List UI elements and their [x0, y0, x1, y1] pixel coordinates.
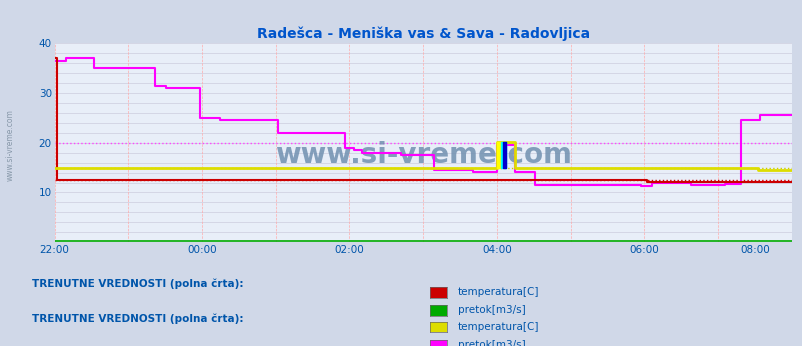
Text: TRENUTNE VREDNOSTI (polna črta):: TRENUTNE VREDNOSTI (polna črta): [32, 313, 243, 324]
Text: pretok[m3/s]: pretok[m3/s] [457, 306, 525, 315]
Title: Radešca - Meniška vas & Sava - Radovljica: Radešca - Meniška vas & Sava - Radovljic… [257, 26, 589, 41]
Text: temperatura[C]: temperatura[C] [457, 322, 538, 332]
Text: pretok[m3/s]: pretok[m3/s] [457, 340, 525, 346]
Text: TRENUTNE VREDNOSTI (polna črta):: TRENUTNE VREDNOSTI (polna črta): [32, 279, 243, 289]
Text: www.si-vreme.com: www.si-vreme.com [274, 141, 571, 169]
Text: temperatura[C]: temperatura[C] [457, 288, 538, 297]
Text: www.si-vreme.com: www.si-vreme.com [6, 109, 15, 181]
